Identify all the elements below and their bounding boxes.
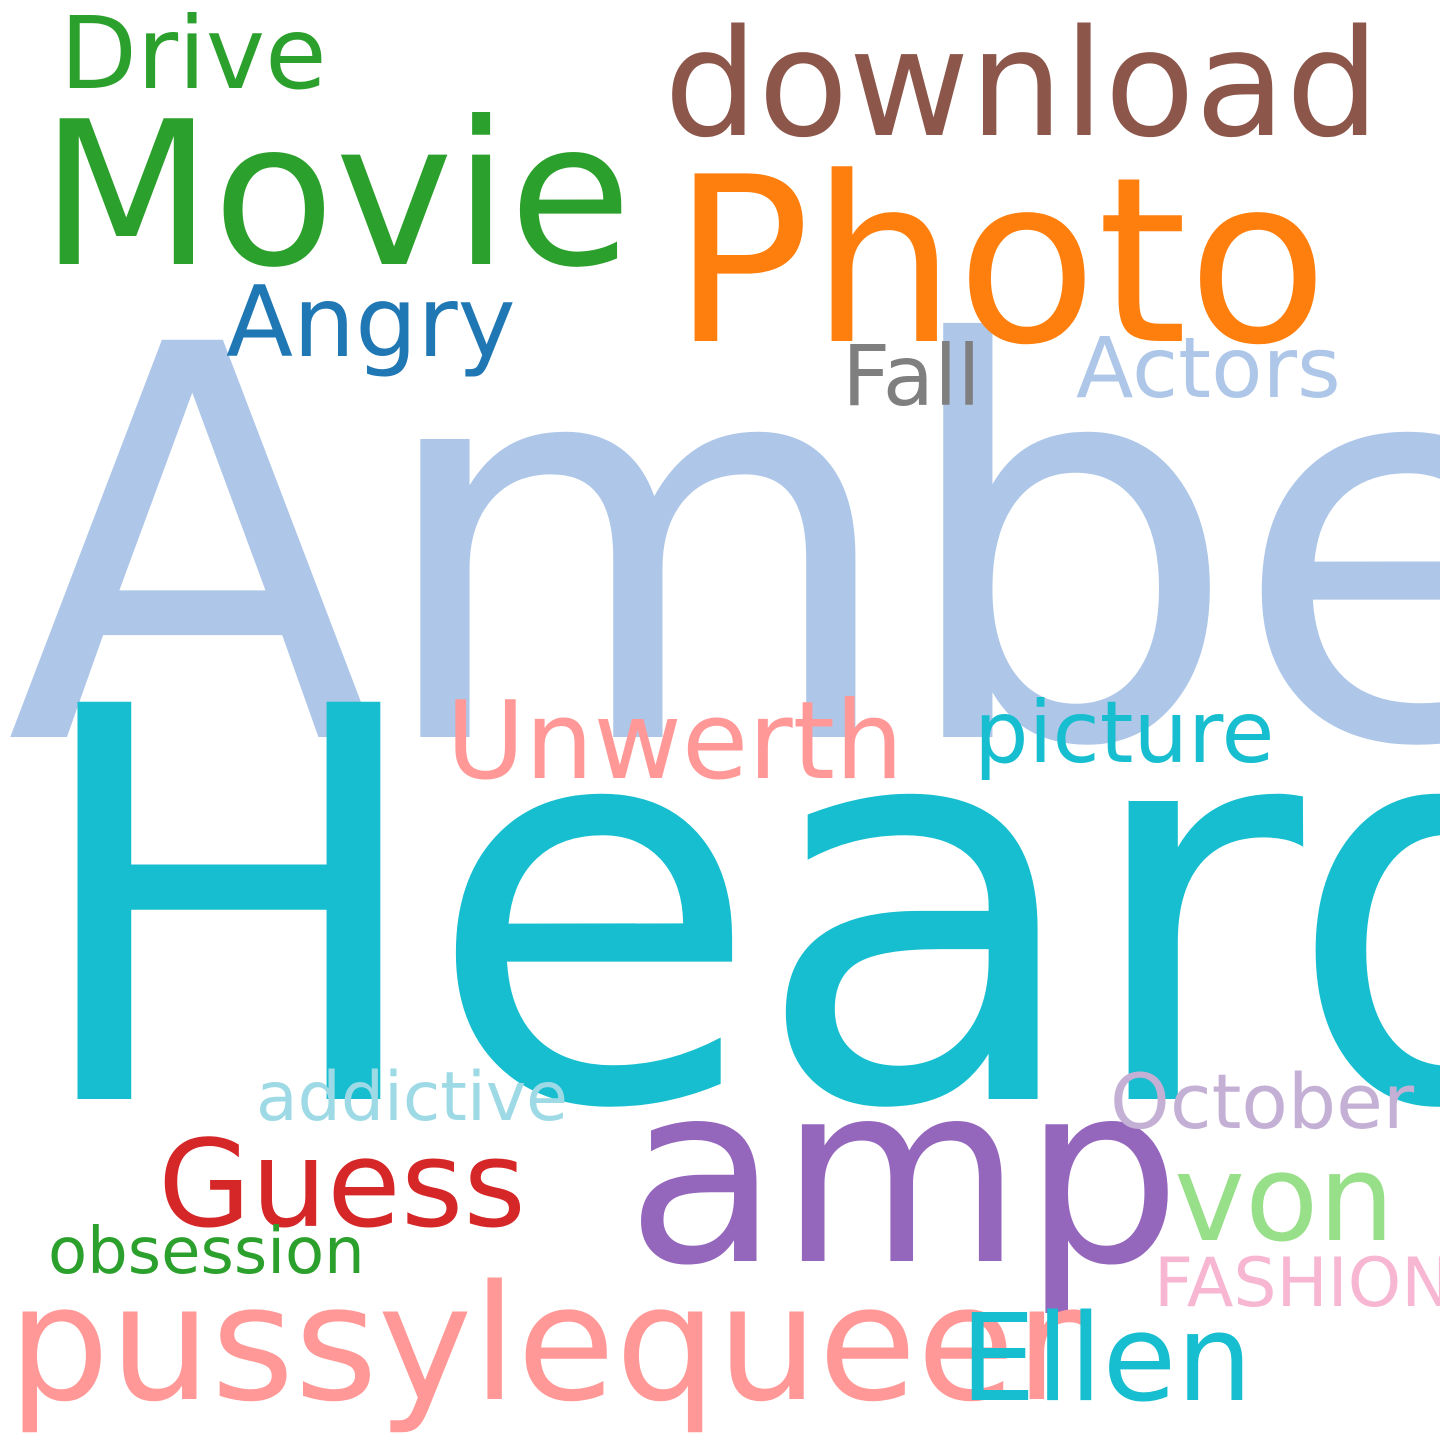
word-guess: Guess (158, 1116, 526, 1255)
word-angry: Angry (226, 266, 516, 380)
word-von: von (1174, 1130, 1395, 1269)
word-ellen: Ellen (960, 1290, 1253, 1429)
word-amber: Amber (6, 231, 1440, 866)
word-movie: Movie (40, 79, 632, 312)
word-unwerth: Unwerth (446, 679, 904, 804)
word-addictive: addictive (256, 1058, 568, 1137)
word-october: October (1110, 1057, 1415, 1146)
word-obsession: obsession (48, 1215, 365, 1289)
word-drive: Drive (60, 0, 327, 112)
word-pussylequeer: pussylequeer (8, 1250, 1081, 1437)
word-heard: Heard (24, 593, 1440, 1228)
word-amp: amp (626, 1029, 1182, 1320)
word-picture: picture (974, 683, 1275, 783)
word-photo: Photo (672, 129, 1329, 396)
word-fashion: FASHION (1154, 1244, 1440, 1323)
word-actors: Actors (1076, 319, 1341, 417)
word-download: download (664, 0, 1380, 170)
word-fall: Fall (842, 327, 981, 425)
